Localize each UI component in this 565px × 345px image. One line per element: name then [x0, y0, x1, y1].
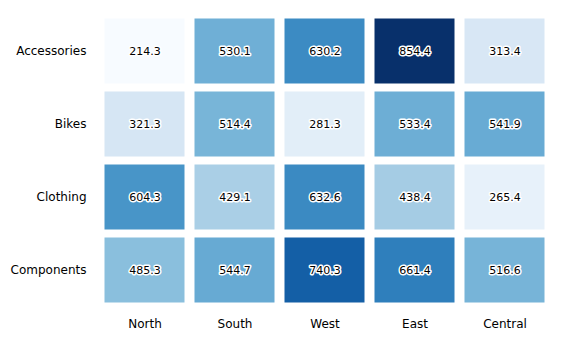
svg-text:740.3: 740.3	[309, 264, 341, 277]
svg-text:530.1: 530.1	[219, 45, 251, 58]
svg-text:North: North	[128, 317, 162, 331]
svg-text:Components: Components	[11, 263, 87, 277]
svg-text:632.6: 632.6	[309, 191, 341, 204]
svg-text:514.4: 514.4	[219, 118, 251, 131]
svg-text:321.3: 321.3	[129, 118, 161, 131]
svg-text:604.3: 604.3	[129, 191, 161, 204]
svg-text:Clothing: Clothing	[37, 190, 87, 204]
svg-text:541.9: 541.9	[489, 118, 521, 131]
svg-text:533.4: 533.4	[399, 118, 431, 131]
svg-text:Accessories: Accessories	[16, 44, 86, 58]
svg-text:544.7: 544.7	[219, 264, 251, 277]
svg-text:630.2: 630.2	[309, 45, 341, 58]
svg-text:854.4: 854.4	[399, 45, 431, 58]
svg-text:281.3: 281.3	[309, 118, 341, 131]
svg-text:East: East	[402, 317, 428, 331]
svg-text:429.1: 429.1	[219, 191, 251, 204]
svg-text:South: South	[218, 317, 253, 331]
svg-text:516.6: 516.6	[489, 264, 521, 277]
svg-text:438.4: 438.4	[399, 191, 431, 204]
svg-text:214.3: 214.3	[129, 45, 161, 58]
svg-text:485.3: 485.3	[129, 264, 161, 277]
svg-text:Central: Central	[483, 317, 527, 331]
svg-text:265.4: 265.4	[489, 191, 521, 204]
svg-text:661.4: 661.4	[399, 264, 431, 277]
svg-text:313.4: 313.4	[489, 45, 521, 58]
svg-text:Bikes: Bikes	[55, 117, 87, 131]
svg-text:West: West	[310, 317, 340, 331]
